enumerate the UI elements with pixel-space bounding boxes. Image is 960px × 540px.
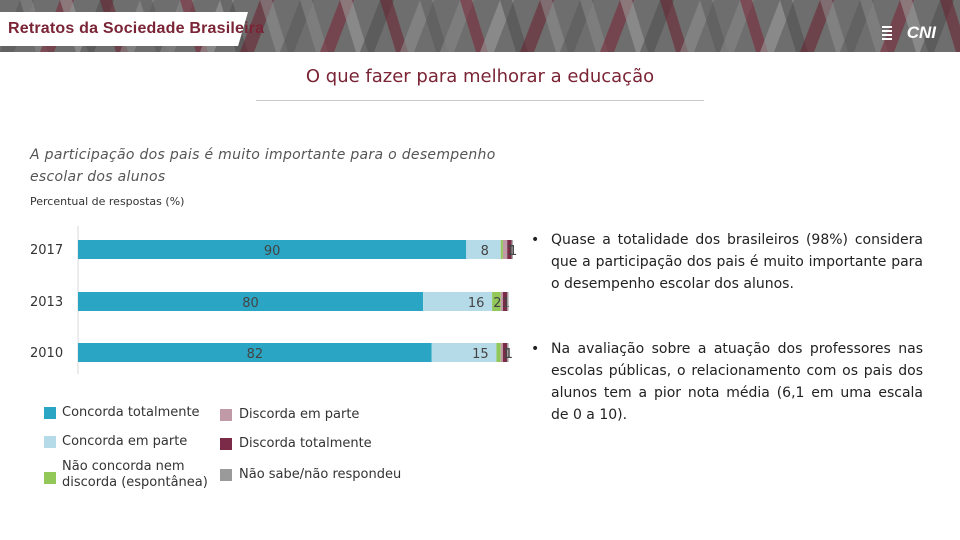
data-label: 1: [506, 244, 514, 259]
legend-swatch: [44, 407, 56, 419]
insight-bullet-1: • Quase a totalidade dos brasileiros (98…: [531, 229, 923, 295]
bar-segment: [502, 343, 508, 362]
data-label: 1: [505, 347, 513, 362]
cni-logo-bars-icon: [882, 26, 892, 40]
header-pattern-stripe: [580, 0, 608, 52]
header-pattern-stripe: [420, 0, 448, 52]
legend-swatch: [220, 469, 232, 481]
data-label: 1: [502, 296, 510, 311]
insight-text-2: Na avaliação sobre a atuação dos profess…: [551, 341, 923, 423]
header-pattern-stripe: [460, 0, 488, 52]
bar-segment: [78, 343, 432, 362]
page-title: O que fazer para melhorar a educação: [305, 66, 655, 87]
header-pattern-stripe: [260, 0, 288, 52]
bar-segment: [507, 343, 509, 362]
bar-segment: [500, 343, 503, 362]
cni-logo: CNI: [906, 23, 936, 42]
data-label: 1: [509, 244, 517, 259]
header-pattern-stripe: [700, 0, 728, 52]
bullet-icon: •: [531, 341, 540, 357]
bar-segment: [502, 292, 508, 311]
header-pattern-stripe: [780, 0, 808, 52]
category-label: 2010: [30, 346, 63, 361]
insight-text-1: Quase a totalidade dos brasileiros (98%)…: [551, 232, 923, 292]
bar-segment: [500, 240, 503, 259]
data-label: 1: [502, 347, 510, 362]
bar-segment: [466, 240, 501, 259]
header-pattern-stripe: [340, 0, 368, 52]
header-pattern-stripe: [940, 0, 960, 52]
header-pattern-stripe: [300, 0, 328, 52]
data-label: 90: [264, 244, 281, 259]
category-label: 2017: [30, 243, 63, 258]
legend-label: Discorda totalmente: [239, 436, 372, 451]
bar-segment: [78, 292, 424, 311]
bar-segment: [423, 292, 493, 311]
chart-subtitle: A participação dos pais é muito importan…: [30, 147, 496, 185]
title-divider: [256, 100, 704, 101]
data-label: 8: [481, 244, 489, 259]
bullet-icon: •: [531, 232, 540, 248]
header-pattern-stripe: [900, 0, 928, 52]
insight-bullet-2: • Na avaliação sobre a atuação dos profe…: [531, 338, 923, 426]
brand-title: Retratos da Sociedade Brasileira: [8, 20, 265, 37]
header-pattern-stripe: [860, 0, 888, 52]
bar-segment: [496, 343, 501, 362]
header-bar: Retratos da Sociedade Brasileira CNI: [0, 0, 960, 52]
data-label: 15: [472, 347, 489, 362]
legend-label: Não concorda nem discorda (espontânea): [62, 459, 208, 490]
bar-segment: [507, 240, 512, 259]
legend-swatch: [44, 436, 56, 448]
header-pattern-stripe: [620, 0, 648, 52]
data-label: 2: [493, 296, 501, 311]
bar-segment: [431, 343, 497, 362]
legend-swatch: [44, 472, 56, 484]
header-pattern-stripe: [820, 0, 848, 52]
header-pattern-stripe: [660, 0, 688, 52]
header-pattern-stripe: [380, 0, 408, 52]
header-pattern-stripe: [540, 0, 568, 52]
legend-label: Discorda em parte: [239, 407, 360, 422]
chart-unit-label: Percentual de respostas (%): [30, 195, 185, 208]
bar-segment: [500, 292, 503, 311]
bar-segment: [507, 292, 509, 311]
bar-segment: [511, 240, 513, 259]
header-pattern-stripe: [500, 0, 528, 52]
bar-segment: [502, 240, 508, 259]
data-label: 82: [247, 347, 264, 362]
data-label: 16: [468, 296, 485, 311]
legend-label: Concorda em parte: [62, 434, 188, 449]
bar-segment: [78, 240, 467, 259]
bar-segment: [492, 292, 501, 311]
legend-label: Não sabe/não respondeu: [239, 467, 402, 482]
legend-swatch: [220, 438, 232, 450]
category-label: 2013: [30, 295, 63, 310]
header-pattern-stripe: [740, 0, 768, 52]
legend-label: Concorda totalmente: [62, 405, 200, 420]
brand-banner: [0, 12, 248, 46]
legend-swatch: [220, 409, 232, 421]
data-label: 80: [242, 296, 259, 311]
